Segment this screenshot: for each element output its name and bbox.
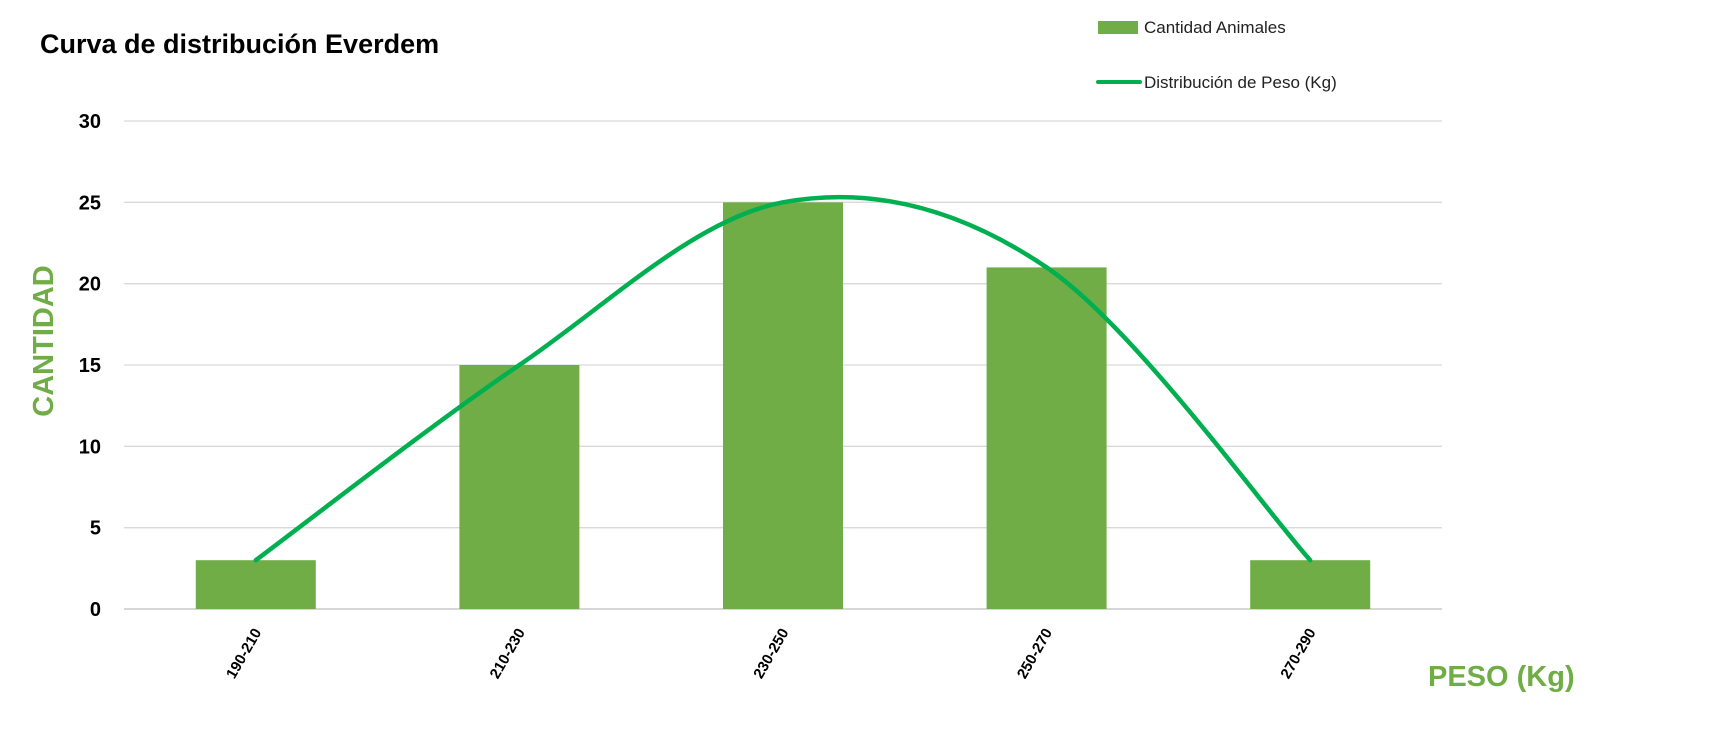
- y-tick-label: 25: [79, 192, 101, 214]
- distribution-line-group: [253, 194, 1313, 563]
- y-tick-label: 10: [79, 436, 101, 458]
- bars: [195, 202, 1371, 610]
- y-tick-label: 0: [90, 599, 101, 621]
- bar: [195, 560, 316, 609]
- bar: [1250, 560, 1371, 609]
- x-tick-label: 210-230: [487, 626, 529, 682]
- bar: [723, 202, 843, 610]
- y-tick-label: 15: [79, 355, 101, 377]
- x-axis-label: PESO (Kg): [1428, 661, 1575, 693]
- x-tick-label: 270-290: [1277, 626, 1319, 682]
- y-tick-label: 5: [90, 518, 101, 540]
- y-tick-label: 30: [79, 111, 101, 133]
- x-tick-label: 250-270: [1014, 626, 1056, 682]
- x-tick-label: 230-250: [750, 626, 792, 682]
- y-tick-label: 20: [79, 274, 101, 296]
- legend-bar-swatch: [1098, 21, 1138, 34]
- chart-title: Curva de distribución Everdem: [40, 29, 439, 59]
- legend-label-bars: Cantidad Animales: [1144, 18, 1286, 37]
- y-axis-ticks: 0 5 10 15 20 25 30: [79, 111, 101, 621]
- x-axis-ticks: 190-210 210-230 230-250 250-270 270-290: [223, 626, 1320, 682]
- legend: Cantidad Animales Distribución de Peso (…: [1096, 18, 1337, 92]
- bar: [986, 267, 1107, 609]
- distribution-line: [253, 194, 1313, 563]
- legend-label-line: Distribución de Peso (Kg): [1144, 73, 1337, 92]
- x-tick-label: 190-210: [223, 626, 265, 682]
- bar: [459, 365, 580, 609]
- y-axis-label: CANTIDAD: [28, 265, 60, 416]
